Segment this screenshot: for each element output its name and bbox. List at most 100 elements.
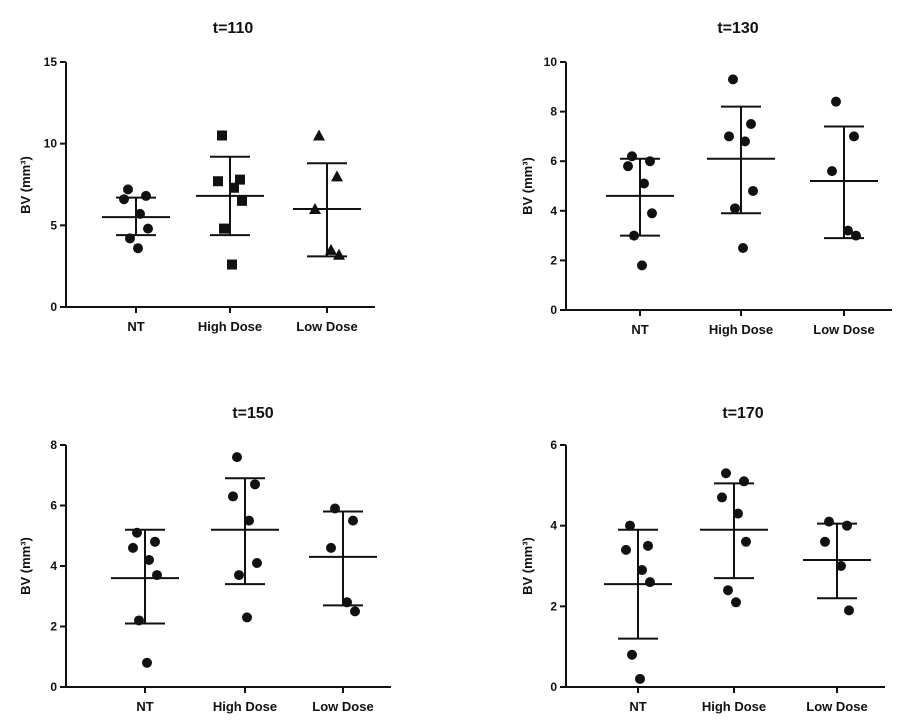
- y-tick-label: 4: [550, 204, 557, 218]
- y-tick-label: 4: [50, 559, 57, 573]
- data-point: [844, 605, 854, 616]
- chart-title: t=110: [213, 20, 254, 37]
- data-point: [723, 585, 733, 596]
- data-point: [824, 516, 834, 527]
- data-point: [842, 520, 852, 531]
- data-point: [627, 151, 637, 162]
- data-point: [235, 174, 245, 185]
- data-point: [250, 479, 260, 490]
- data-point: [228, 491, 238, 502]
- data-point: [213, 176, 223, 187]
- data-point: [141, 190, 151, 201]
- data-point: [637, 260, 647, 271]
- data-point: [627, 649, 637, 660]
- data-point: [326, 542, 336, 553]
- panel-2: t=130 BV (mm³) 0 2 4 6 8 10 NT High Dose Low Dose: [520, 20, 892, 337]
- x-tick-label: NT: [127, 319, 144, 334]
- data-point: [739, 476, 749, 487]
- data-point: [309, 203, 321, 214]
- y-tick-label: 0: [50, 680, 57, 694]
- x-tick-label: NT: [631, 322, 648, 337]
- data-point: [244, 515, 254, 526]
- data-point: [150, 536, 160, 547]
- y-tick-label: 2: [550, 599, 557, 613]
- data-point: [133, 243, 143, 254]
- data-point: [128, 542, 138, 553]
- data-point: [639, 178, 649, 189]
- data-point: [144, 554, 154, 565]
- data-point: [142, 657, 152, 668]
- data-point: [125, 233, 135, 244]
- y-tick-label: 8: [550, 105, 557, 119]
- data-point: [330, 503, 340, 514]
- data-point: [836, 561, 846, 571]
- data-point: [728, 74, 738, 85]
- data-point: [738, 243, 748, 253]
- chart-title: t=150: [232, 405, 273, 422]
- panel-1: t=110 BV (mm³) 0 5 10 15 NT High Dose Low Dose: [18, 20, 375, 334]
- y-axis-label: BV (mm³): [18, 156, 33, 214]
- y-tick-label: 6: [550, 438, 557, 452]
- data-point: [849, 131, 859, 142]
- data-point: [645, 577, 655, 588]
- x-tick-label: Low Dose: [312, 699, 373, 714]
- data-point: [724, 131, 734, 142]
- y-tick-label: 6: [550, 154, 557, 168]
- y-tick-label: 0: [550, 303, 557, 317]
- data-point: [717, 492, 727, 503]
- data-point: [234, 570, 244, 581]
- y-tick-label: 0: [50, 300, 57, 314]
- x-tick-label: High Dose: [213, 699, 277, 714]
- data-point: [843, 225, 853, 236]
- data-point: [119, 194, 129, 205]
- data-point: [232, 452, 242, 463]
- data-point: [748, 185, 758, 196]
- data-point: [350, 606, 360, 617]
- y-tick-label: 10: [544, 55, 558, 69]
- x-tick-label: High Dose: [198, 319, 262, 334]
- data-point: [217, 130, 227, 141]
- x-tick-label: NT: [629, 699, 646, 714]
- data-point: [635, 673, 645, 684]
- data-point: [831, 96, 841, 107]
- data-point: [643, 540, 653, 551]
- panel-3: t=150 BV (mm³) 0 2 4 6 8 NT High Dose Low Dose: [18, 405, 391, 714]
- data-point: [227, 259, 237, 270]
- y-axis-label: BV (mm³): [520, 157, 535, 215]
- data-point: [229, 182, 239, 193]
- data-point: [733, 508, 743, 519]
- x-tick-label: Low Dose: [296, 319, 357, 334]
- data-point: [820, 536, 830, 547]
- data-point: [325, 243, 337, 255]
- y-axis-label: BV (mm³): [18, 537, 33, 595]
- data-point: [242, 612, 252, 623]
- x-tick-label: Low Dose: [813, 322, 874, 337]
- y-tick-label: 4: [550, 519, 557, 533]
- y-tick-label: 0: [550, 680, 557, 694]
- data-point: [740, 136, 750, 147]
- data-point: [152, 570, 162, 581]
- data-point: [123, 184, 133, 195]
- data-point: [313, 129, 325, 141]
- data-point: [331, 170, 343, 182]
- data-point: [741, 536, 751, 547]
- x-tick-label: Low Dose: [806, 699, 867, 714]
- data-point: [730, 203, 740, 214]
- data-point: [851, 230, 861, 241]
- data-point: [623, 161, 633, 172]
- data-point: [252, 557, 262, 568]
- data-point: [645, 156, 655, 167]
- y-tick-label: 2: [550, 253, 557, 267]
- x-tick-label: High Dose: [709, 322, 773, 337]
- data-point: [333, 248, 345, 260]
- data-point: [827, 166, 837, 177]
- data-point: [647, 208, 657, 219]
- data-point: [348, 515, 358, 526]
- y-tick-label: 15: [44, 55, 58, 69]
- data-point: [621, 544, 631, 555]
- data-point: [746, 119, 756, 129]
- chart-title: t=170: [722, 405, 763, 422]
- y-axis-label: BV (mm³): [520, 537, 535, 595]
